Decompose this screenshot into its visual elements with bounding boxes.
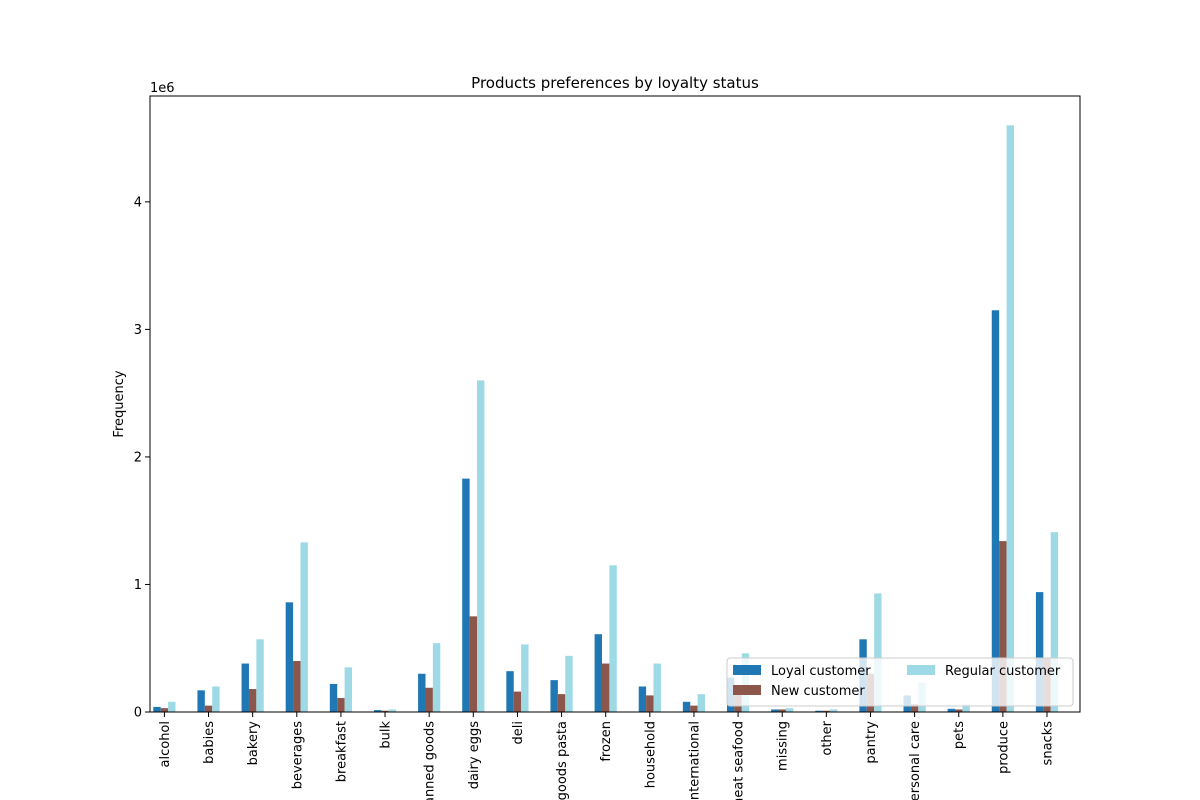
x-tick-label: alcohol — [158, 721, 173, 767]
y-tick-label: 3 — [134, 323, 142, 338]
bar-dairy-eggs-regular-customer — [477, 380, 485, 712]
x-tick-label: pantry — [864, 721, 879, 764]
x-tick-label: babies — [202, 721, 217, 764]
bar-other-loyal-customer — [815, 710, 823, 712]
bar-beverages-regular-customer — [300, 542, 308, 712]
bar-dry-goods-pasta-loyal-customer — [550, 680, 558, 712]
bar-beverages-new-customer — [293, 660, 301, 712]
bar-dry-goods-pasta-regular-customer — [565, 655, 573, 712]
bar-snacks-loyal-customer — [1035, 592, 1044, 712]
bar-alcohol-loyal-customer — [153, 706, 161, 712]
bar-breakfast-loyal-customer — [329, 683, 338, 712]
bar-frozen-new-customer — [602, 663, 610, 712]
legend-label: Loyal customer — [771, 664, 871, 679]
bar-babies-new-customer — [204, 705, 213, 712]
bar-household-new-customer — [646, 695, 654, 712]
x-tick-label: pets — [952, 721, 967, 749]
bar-produce-new-customer — [999, 541, 1007, 712]
x-tick-label: other — [820, 720, 835, 755]
bar-frozen-loyal-customer — [594, 634, 602, 712]
y-tick-label: 0 — [134, 706, 142, 721]
legend-swatch — [907, 665, 935, 675]
bar-bakery-loyal-customer — [241, 663, 249, 712]
bar-canned-goods-regular-customer — [432, 643, 441, 712]
bar-breakfast-new-customer — [337, 697, 345, 712]
bar-other-new-customer — [822, 710, 831, 712]
bar-household-regular-customer — [653, 663, 661, 712]
bar-personal-care-new-customer — [910, 704, 919, 712]
bar-international-loyal-customer — [682, 701, 691, 712]
bar-beverages-loyal-customer — [285, 602, 294, 712]
bar-other-regular-customer — [830, 709, 838, 712]
x-tick-label: bakery — [246, 721, 261, 766]
bar-produce-regular-customer — [1006, 125, 1014, 712]
legend-label: New customer — [771, 684, 865, 699]
x-tick-label: frozen — [599, 721, 614, 762]
x-tick-label: canned goods — [423, 721, 438, 800]
bar-pantry-regular-customer — [874, 593, 882, 712]
bar-bulk-new-customer — [381, 710, 389, 712]
x-tick-label: missing — [776, 721, 791, 771]
y-axis: 0 1 2 3 4 — [134, 195, 150, 721]
y-axis-label: Frequency — [112, 370, 127, 437]
x-axis: alcohol babies bakery beverages breakfast bul… — [158, 712, 1056, 800]
bar-alcohol-new-customer — [160, 708, 169, 712]
bar-pets-new-customer — [955, 709, 963, 712]
bar-pets-regular-customer — [962, 704, 970, 712]
x-tick-label: dry goods pasta — [555, 721, 570, 800]
bar-bakery-new-customer — [248, 689, 257, 712]
y-tick-label: 4 — [134, 195, 142, 210]
x-tick-label: bulk — [379, 721, 394, 749]
x-tick-label: snacks — [1041, 721, 1056, 766]
legend-swatch — [733, 665, 761, 675]
x-tick-label: international — [687, 721, 702, 800]
bar-dairy-eggs-new-customer — [469, 616, 478, 712]
chart-title: Products preferences by loyalty status — [471, 74, 759, 92]
x-tick-label: personal care — [908, 721, 923, 800]
bar-international-new-customer — [690, 705, 698, 712]
x-tick-label: household — [643, 721, 658, 788]
bar-produce-loyal-customer — [991, 310, 1000, 712]
legend-frame — [726, 657, 1074, 707]
legend-swatch — [733, 685, 761, 695]
bar-canned-goods-new-customer — [425, 687, 433, 712]
bar-bulk-loyal-customer — [373, 710, 382, 712]
y-scale-note: 1e6 — [150, 81, 175, 96]
bar-international-regular-customer — [697, 694, 706, 712]
bar-alcohol-regular-customer — [168, 701, 176, 712]
bar-babies-loyal-customer — [197, 690, 205, 712]
plot-frame — [149, 95, 1081, 713]
y-tick-label: 1 — [134, 578, 142, 593]
y-tick-label: 2 — [134, 450, 142, 465]
legend-label: Regular customer — [945, 664, 1061, 679]
bar-pets-loyal-customer — [947, 708, 956, 712]
x-tick-label: breakfast — [334, 721, 349, 782]
bar-deli-loyal-customer — [506, 671, 514, 712]
bar-breakfast-regular-customer — [344, 667, 353, 712]
bar-dairy-eggs-loyal-customer — [462, 478, 470, 712]
bar-canned-goods-loyal-customer — [418, 673, 426, 712]
x-tick-label: produce — [996, 721, 1011, 774]
bar-missing-regular-customer — [785, 708, 794, 712]
bar-missing-loyal-customer — [771, 709, 779, 712]
x-tick-label: beverages — [290, 721, 305, 790]
bar-household-loyal-customer — [638, 686, 647, 712]
x-tick-label: meat seafood — [732, 721, 747, 800]
bar-bakery-regular-customer — [256, 639, 264, 712]
bar-bulk-regular-customer — [388, 709, 397, 712]
bar-dry-goods-pasta-new-customer — [557, 694, 566, 712]
bar-deli-regular-customer — [521, 644, 529, 712]
bar-frozen-regular-customer — [609, 565, 617, 712]
bars-group — [153, 125, 1059, 712]
bar-deli-new-customer — [513, 691, 522, 712]
bar-missing-new-customer — [778, 709, 786, 712]
bar-babies-regular-customer — [212, 686, 220, 712]
x-tick-label: dairy eggs — [467, 721, 482, 790]
x-tick-label: deli — [511, 721, 526, 744]
bar-snacks-regular-customer — [1050, 532, 1059, 712]
legend: Loyal customer New customer Regular custom… — [726, 657, 1074, 707]
